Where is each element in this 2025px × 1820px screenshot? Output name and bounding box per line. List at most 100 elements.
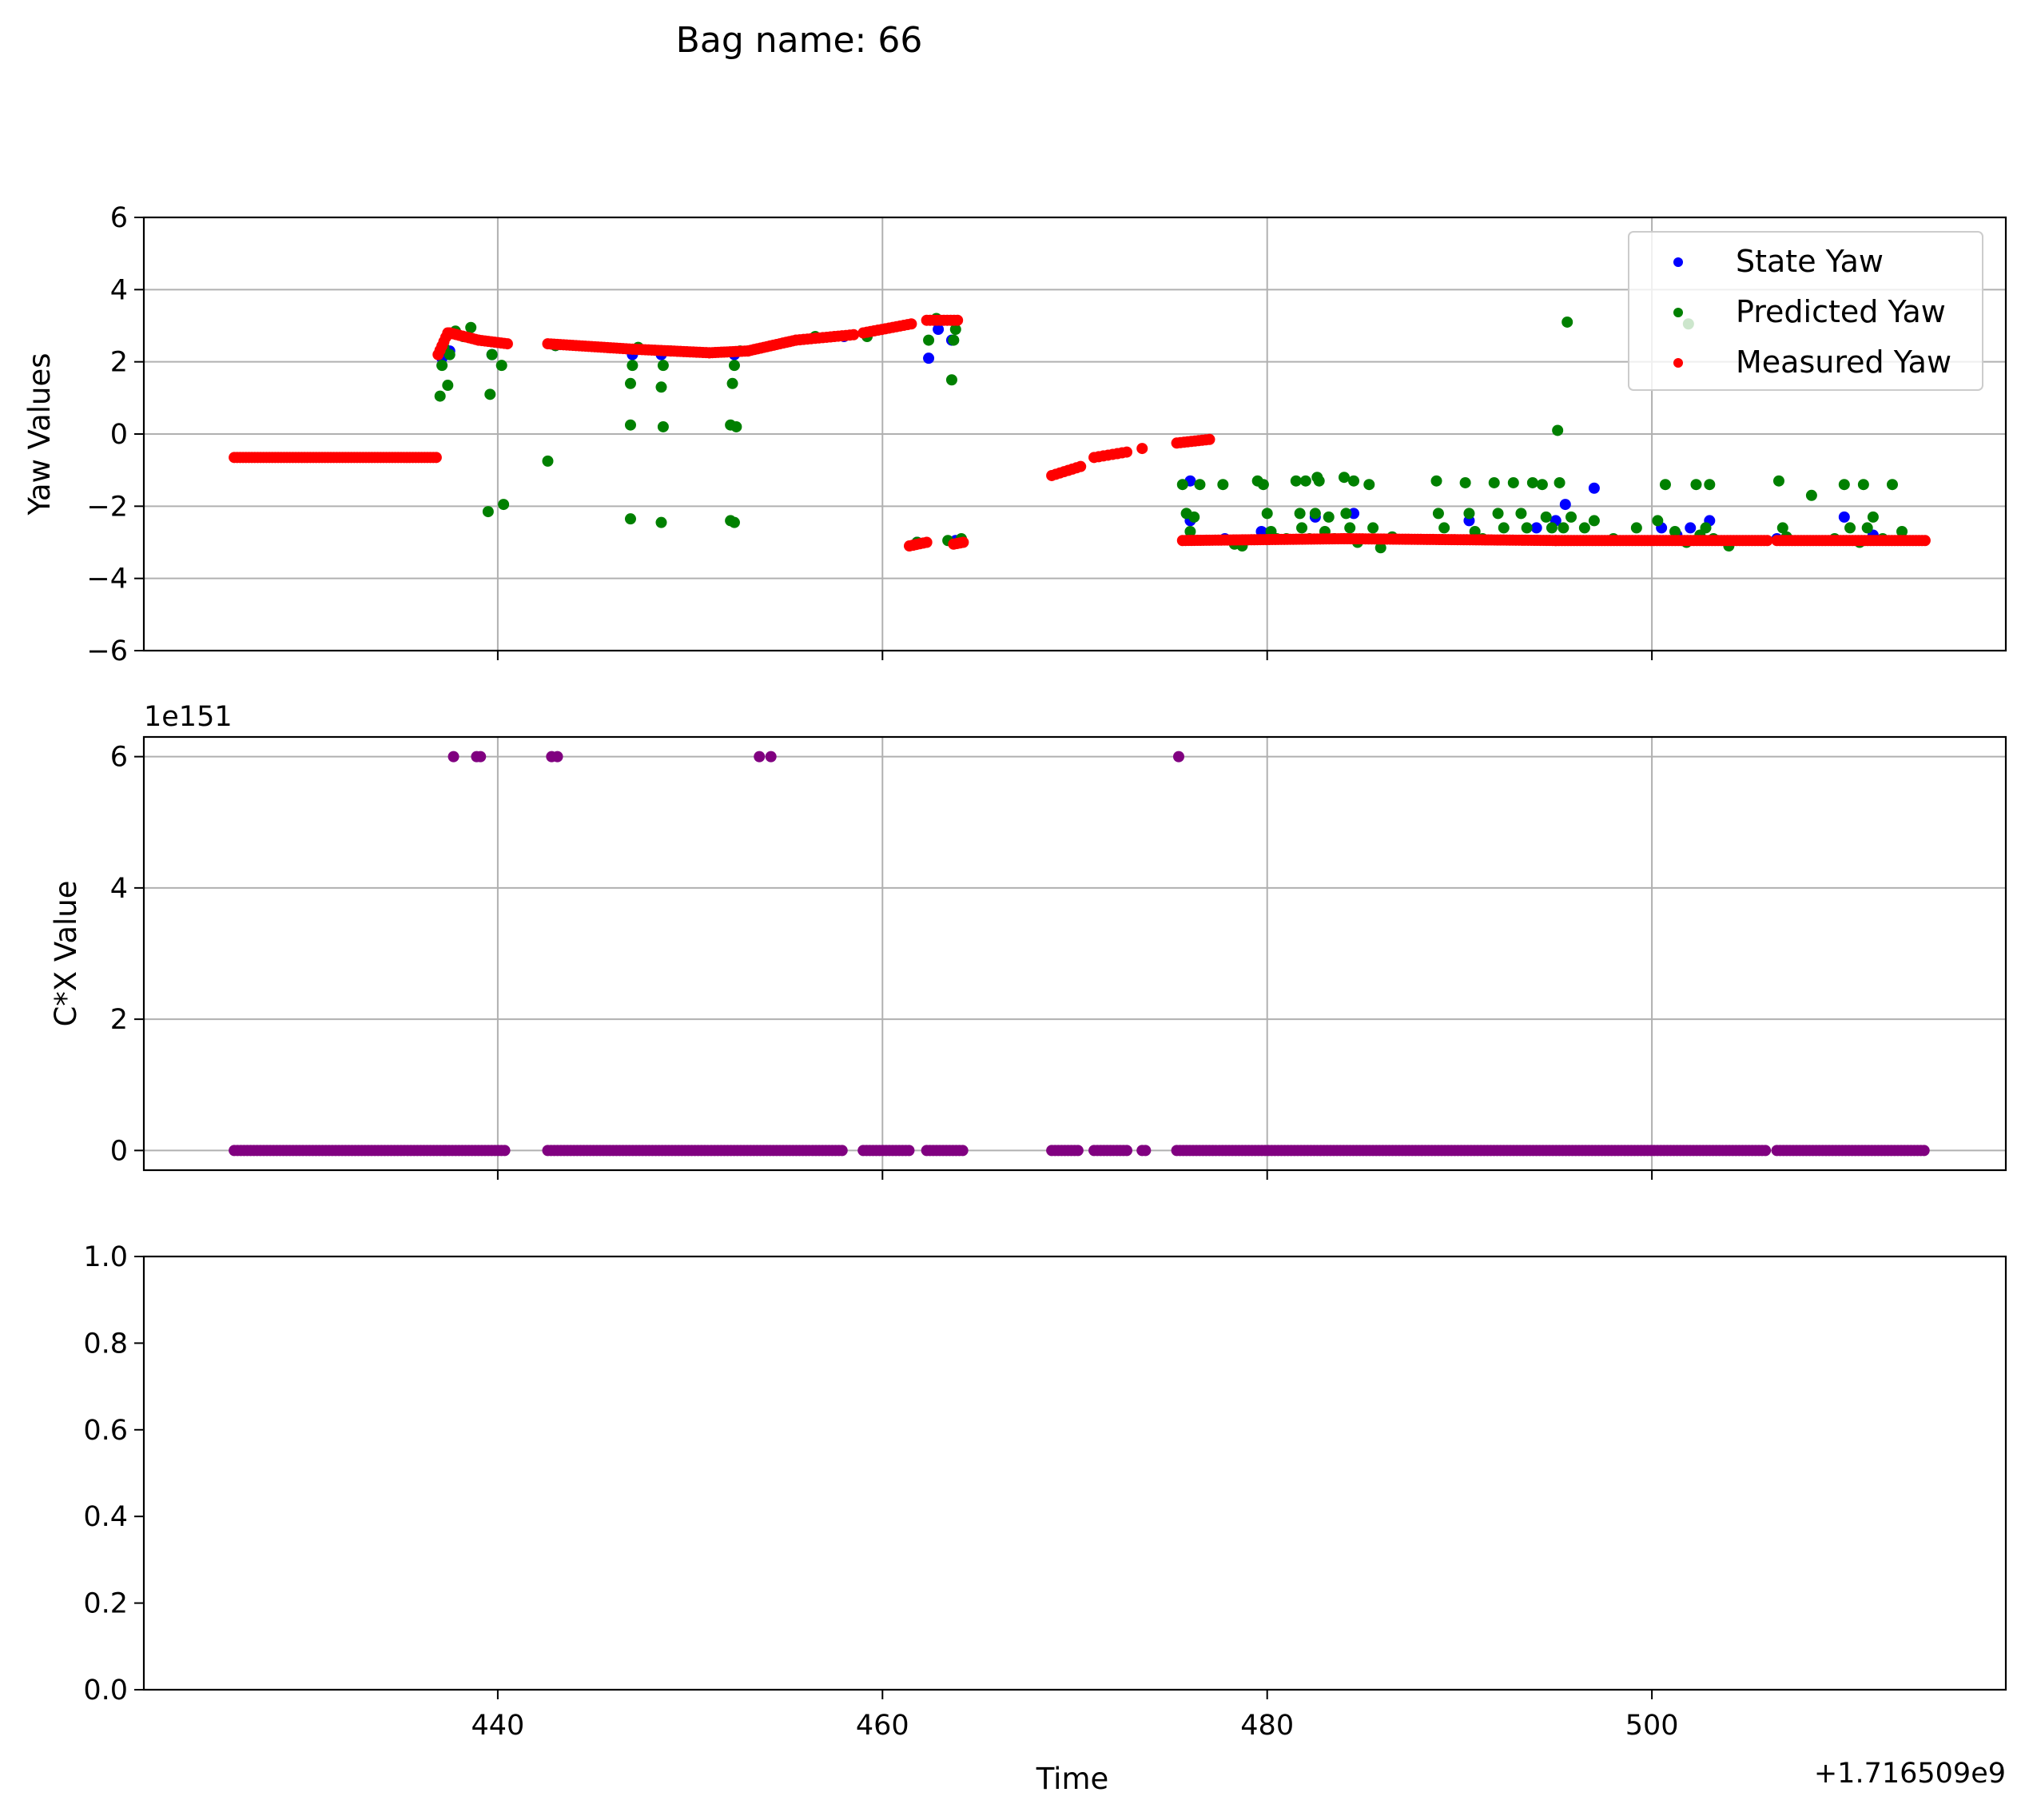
predicted-yaw-point xyxy=(1540,511,1552,523)
predicted-yaw-point xyxy=(624,419,636,431)
predicted-yaw-point xyxy=(949,324,961,336)
y-tick-label: 2 xyxy=(110,1004,128,1036)
predicted-yaw-point xyxy=(1867,511,1879,523)
measured-yaw-point xyxy=(1136,443,1148,455)
predicted-yaw-point xyxy=(1290,475,1302,487)
predicted-yaw-point xyxy=(1338,472,1350,484)
cx-point xyxy=(1072,1145,1084,1157)
predicted-yaw-point xyxy=(1344,522,1356,534)
y-tick-label: −6 xyxy=(86,635,128,667)
predicted-yaw-point xyxy=(486,348,498,360)
predicted-yaw-point xyxy=(1176,479,1188,491)
predicted-yaw-point xyxy=(1536,479,1548,491)
y-tick-label: 4 xyxy=(110,873,128,905)
predicted-yaw-point xyxy=(624,513,636,525)
legend-marker-state-yaw xyxy=(1673,257,1683,267)
predicted-yaw-point xyxy=(482,506,494,518)
predicted-yaw-point xyxy=(1459,476,1471,488)
predicted-yaw-point xyxy=(1886,479,1898,491)
measured-yaw-point xyxy=(1919,535,1931,547)
predicted-yaw-point xyxy=(1515,508,1527,520)
cx-point xyxy=(1120,1145,1132,1157)
predicted-yaw-point xyxy=(1257,479,1269,491)
measured-yaw-point xyxy=(1761,535,1773,547)
predicted-yaw-point xyxy=(1463,508,1475,520)
predicted-yaw-point xyxy=(624,377,636,389)
predicted-yaw-point xyxy=(1578,522,1590,534)
subplot-cx-points xyxy=(229,751,1930,1157)
predicted-yaw-point xyxy=(948,334,960,346)
predicted-yaw-point xyxy=(1299,475,1311,487)
state-yaw-point xyxy=(1348,508,1360,520)
predicted-yaw-point xyxy=(1546,522,1558,534)
predicted-yaw-point xyxy=(495,360,507,372)
predicted-yaw-point xyxy=(1554,476,1565,488)
cx-point xyxy=(765,751,777,763)
predicted-yaw-point xyxy=(1558,522,1569,534)
subplot-yaw-points xyxy=(229,313,1931,554)
subplot-cx-offset-label: 1e151 xyxy=(144,701,233,733)
predicted-yaw-point xyxy=(1630,522,1642,534)
predicted-yaw-point xyxy=(1565,511,1577,523)
subplot-empty: 0.0 0.2 0.4 0.6 0.8 1.0 440 460 480 500 xyxy=(83,1241,2007,1742)
subplot-empty-ticks: 0.0 0.2 0.4 0.6 0.8 1.0 440 460 480 500 xyxy=(83,1241,1678,1742)
measured-yaw-point xyxy=(905,318,917,330)
measured-yaw-point xyxy=(1203,433,1215,445)
predicted-yaw-point xyxy=(1363,479,1375,491)
predicted-yaw-point xyxy=(1498,522,1510,534)
predicted-yaw-point xyxy=(1375,542,1386,554)
predicted-yaw-point xyxy=(1659,479,1671,491)
predicted-yaw-point xyxy=(1348,475,1360,487)
predicted-yaw-point xyxy=(1323,511,1335,523)
legend-marker-measured-yaw xyxy=(1673,358,1683,368)
state-yaw-point xyxy=(1559,499,1571,511)
cx-point xyxy=(1760,1145,1772,1157)
cx-point xyxy=(754,751,766,763)
predicted-yaw-point xyxy=(1838,479,1850,491)
subplot-cx-ticks: 0 2 4 6 xyxy=(110,742,1653,1180)
predicted-yaw-point xyxy=(1861,522,1873,534)
y-tick-label: −2 xyxy=(86,491,128,523)
predicted-yaw-point xyxy=(657,420,669,432)
predicted-yaw-point xyxy=(1367,522,1379,534)
predicted-yaw-point xyxy=(498,499,510,511)
y-tick-label: 6 xyxy=(110,742,128,774)
predicted-yaw-point xyxy=(542,455,554,467)
predicted-yaw-point xyxy=(1652,515,1664,527)
cx-point xyxy=(903,1145,915,1157)
subplot-empty-frame xyxy=(142,1255,2007,1691)
cx-point xyxy=(475,751,487,763)
predicted-yaw-point xyxy=(1492,508,1504,520)
predicted-yaw-point xyxy=(1772,475,1784,487)
predicted-yaw-point xyxy=(1552,424,1564,436)
predicted-yaw-point xyxy=(1776,522,1788,534)
predicted-yaw-point xyxy=(657,360,669,372)
subplot-yaw: −6 −4 −2 0 2 4 6 Yaw Values State Yaw Predicte… xyxy=(22,202,2007,667)
x-tick-label: 460 xyxy=(856,1710,909,1742)
predicted-yaw-point xyxy=(945,374,957,386)
y-tick-label: 0.0 xyxy=(83,1675,128,1706)
predicted-yaw-point xyxy=(1340,508,1352,520)
predicted-yaw-point xyxy=(1261,508,1273,520)
legend-label-predicted-yaw: Predicted Yaw xyxy=(1736,294,1946,329)
predicted-yaw-point xyxy=(627,360,639,372)
predicted-yaw-point xyxy=(1188,511,1200,523)
measured-yaw-point xyxy=(848,329,860,341)
subplot-cx-frame xyxy=(142,735,2007,1172)
cx-point xyxy=(448,751,460,763)
subplot-cx-ylabel: C*X Value xyxy=(49,880,83,1026)
cx-point xyxy=(1918,1145,1930,1157)
cx-point xyxy=(551,751,563,763)
predicted-yaw-point xyxy=(1521,522,1533,534)
predicted-yaw-point xyxy=(1507,476,1519,488)
y-tick-label: 4 xyxy=(110,274,128,306)
predicted-yaw-point xyxy=(484,388,496,400)
cx-point xyxy=(499,1145,511,1157)
predicted-yaw-point xyxy=(434,390,446,402)
y-tick-label: 0.6 xyxy=(83,1415,128,1447)
predicted-yaw-point xyxy=(1805,489,1817,501)
cx-point xyxy=(957,1145,969,1157)
y-tick-label: 0 xyxy=(110,1135,128,1167)
predicted-yaw-point xyxy=(1438,522,1450,534)
